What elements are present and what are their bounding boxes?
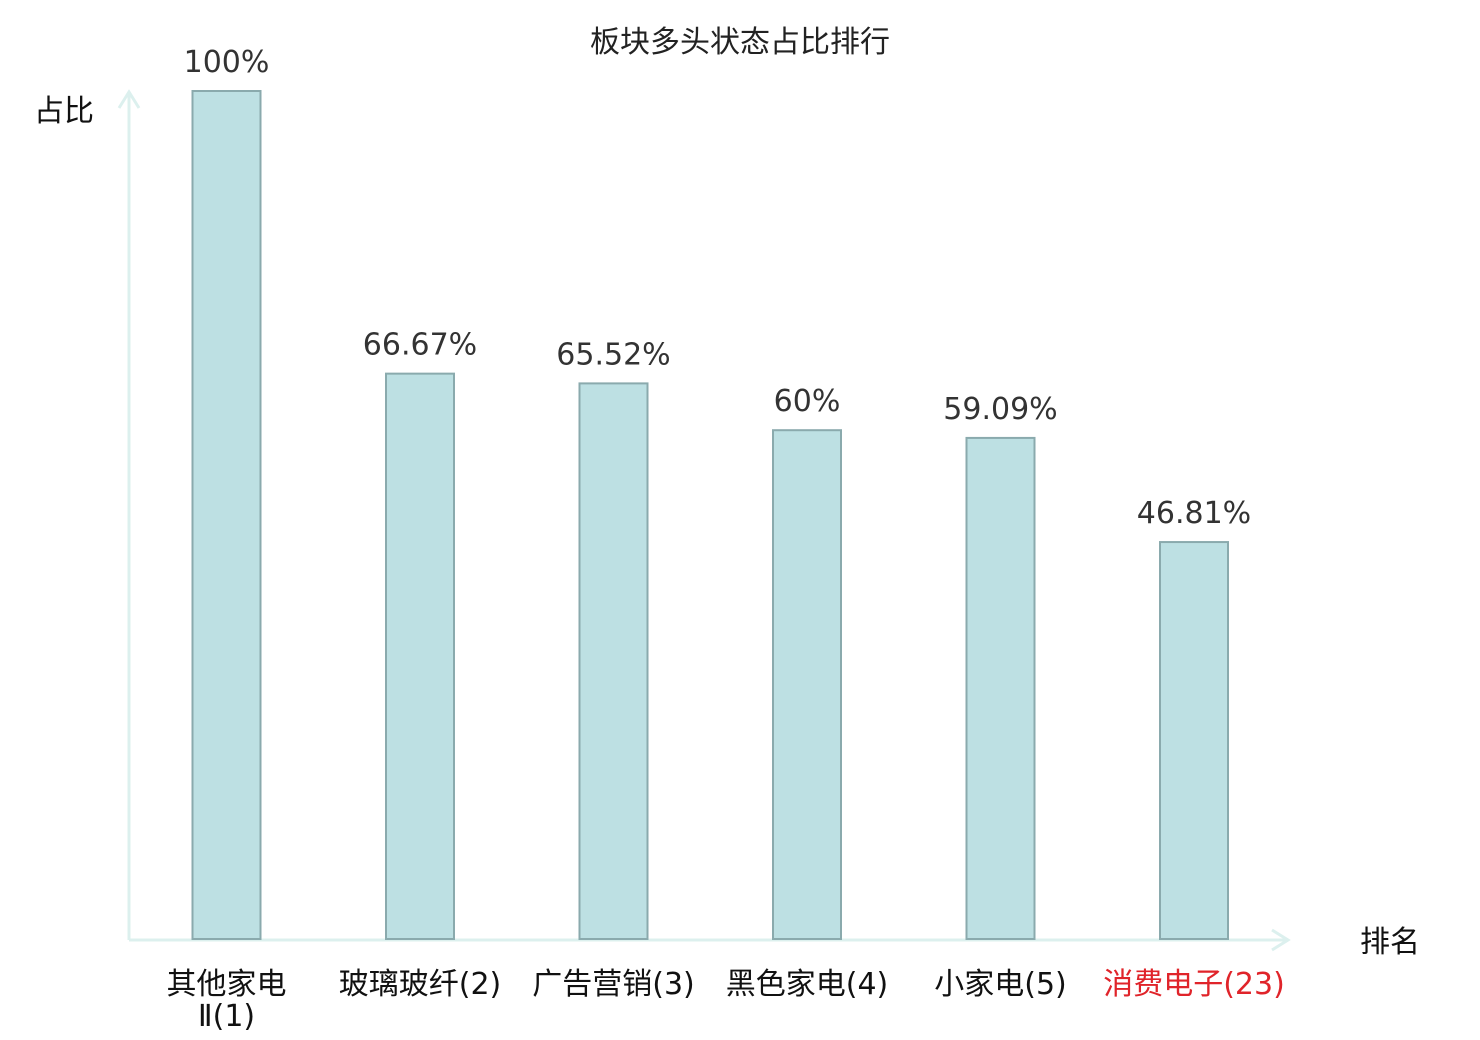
bar-1	[191, 90, 262, 940]
bars-group	[191, 90, 1229, 941]
value-label-6: 46.81%	[1137, 496, 1251, 531]
x-tick-label-line: 黑色家电(4)	[726, 967, 889, 1002]
bar-3	[578, 382, 649, 941]
axes	[117, 89, 1291, 952]
x-tick-label-line: Ⅱ(1)	[198, 999, 255, 1034]
value-labels-group: 100% 66.67% 65.52% 60% 59.09% 46.81%	[184, 45, 1252, 531]
x-tick-label-line: 小家电(5)	[934, 967, 1067, 1002]
x-tick-label-3: 广告营销(3)	[532, 967, 695, 1002]
x-tick-label-6: 消费电子(23)	[1103, 967, 1285, 1002]
x-tick-label-4: 黑色家电(4)	[726, 967, 889, 1002]
y-axis-label: 占比	[34, 94, 94, 129]
x-tick-label-line: 消费电子(23)	[1103, 967, 1285, 1002]
value-label-2: 66.67%	[363, 328, 477, 363]
bar-6	[1159, 541, 1229, 940]
bar-4	[772, 429, 842, 940]
x-tick-label-5: 小家电(5)	[934, 967, 1067, 1002]
x-tick-label-line: 广告营销(3)	[532, 967, 695, 1002]
x-axis-label: 排名	[1360, 925, 1420, 960]
bar-5	[965, 436, 1036, 940]
x-tick-label-line: 玻璃玻纤(2)	[339, 967, 502, 1002]
value-label-5: 59.09%	[943, 392, 1057, 427]
y-axis-arrow	[117, 89, 141, 109]
tick-labels-group: 其他家电 Ⅱ(1) 玻璃玻纤(2) 广告营销(3) 黑色家电(4) 小家电(5) 消费电子(…	[167, 967, 1285, 1034]
x-tick-label-2: 玻璃玻纤(2)	[339, 967, 502, 1002]
chart-title: 板块多头状态占比排行	[590, 25, 890, 60]
value-label-4: 60%	[774, 384, 841, 419]
x-axis-arrow	[1271, 928, 1291, 952]
x-tick-label-line: 其他家电	[167, 967, 287, 1002]
value-label-3: 65.52%	[556, 337, 670, 372]
x-tick-label-1: 其他家电 Ⅱ(1)	[167, 967, 287, 1034]
bar-2	[385, 372, 455, 940]
value-label-1: 100%	[184, 45, 270, 80]
